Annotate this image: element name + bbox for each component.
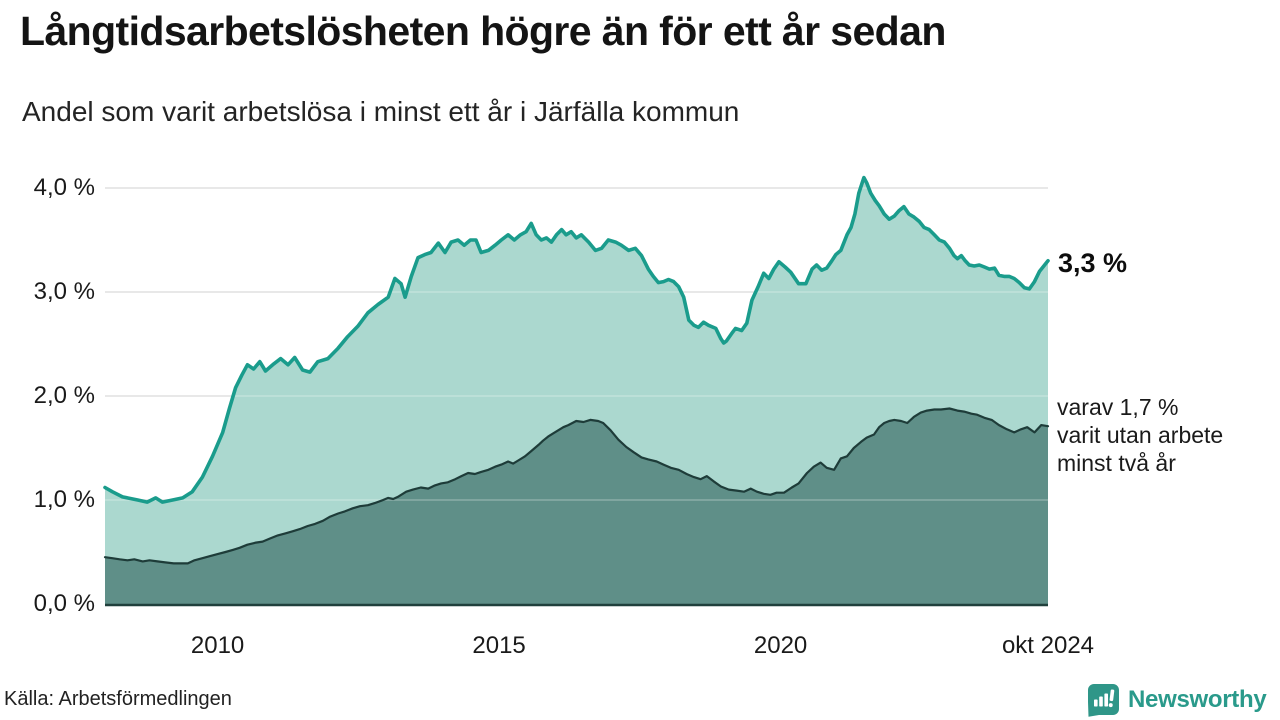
secondary-annotation-line-2: varit utan arbete <box>1057 422 1224 448</box>
y-axis-tick-label: 2,0 % <box>33 382 95 409</box>
x-axis-tick-label: 2010 <box>190 632 245 659</box>
secondary-annotation-line-3: minst två år <box>1057 450 1176 476</box>
x-axis-tick-label: 2020 <box>753 632 808 659</box>
y-axis-tick-label: 1,0 % <box>33 486 95 513</box>
x-axis-tick-label: 2015 <box>472 632 526 659</box>
y-axis-tick-label: 4,0 % <box>33 174 95 201</box>
source-label: Källa: Arbetsförmedlingen <box>4 688 232 710</box>
y-axis-tick-label: 3,0 % <box>33 278 95 305</box>
latest-value-annotation: 3,3 % <box>1058 248 1128 278</box>
y-axis-tick-label: 0,0 % <box>33 590 95 617</box>
chart-title: Långtidsarbetslösheten högre än för ett … <box>20 8 946 54</box>
newsworthy-bubble-chart-icon <box>1088 684 1119 717</box>
secondary-annotation-line-1: varav 1,7 % <box>1057 394 1179 420</box>
newsworthy-logo: Newsworthy <box>1085 682 1267 718</box>
x-axis-tick-label: okt 2024 <box>1001 632 1095 659</box>
secondary-series-annotation: varav 1,7 % varit utan arbete minst två … <box>1057 393 1223 477</box>
chart-subtitle: Andel som varit arbetslösa i minst ett å… <box>22 96 740 127</box>
newsworthy-wordmark: Newsworthy <box>1128 686 1267 713</box>
